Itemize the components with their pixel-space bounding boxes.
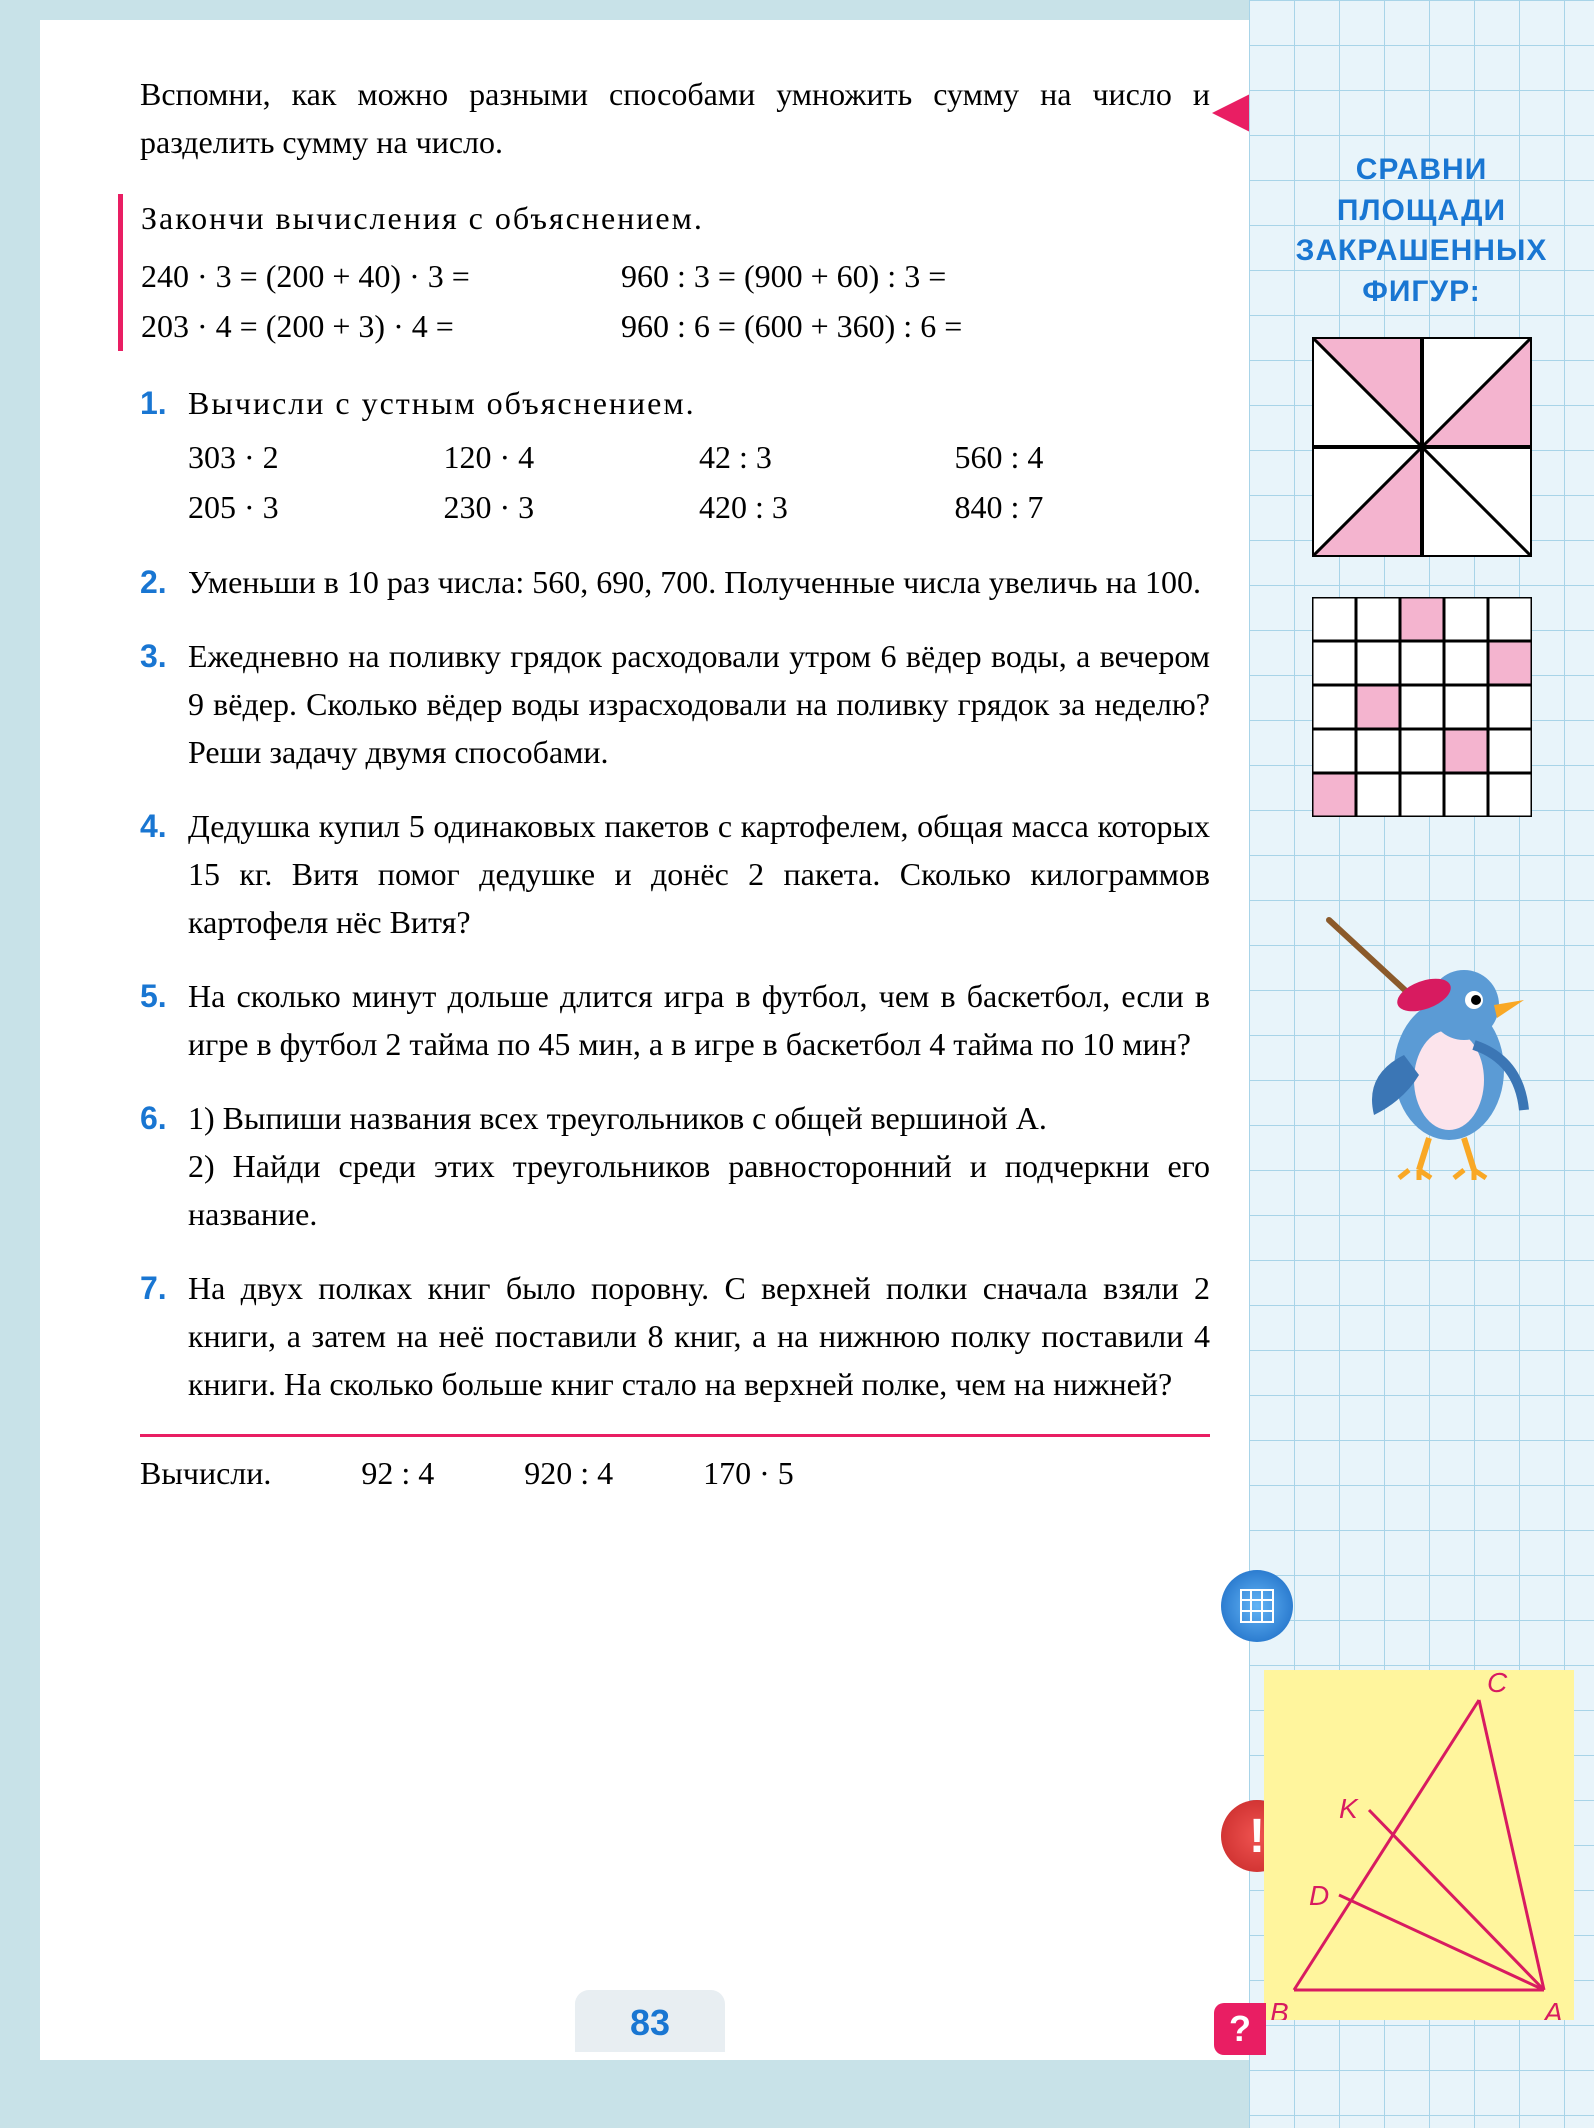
- calc-cell: 42 : 3: [699, 433, 955, 483]
- bird-mascot-icon: [1309, 900, 1559, 1180]
- task-body: Дедушка купил 5 одинаковых пакетов с кар…: [188, 802, 1210, 946]
- instruction: Закончи вычисления с объяснением.: [141, 194, 1210, 242]
- task: 3.Ежедневно на поливку грядок расходовал…: [140, 632, 1210, 776]
- calc-row: 203 · 4 = (200 + 3) · 4 =960 : 6 = (600 …: [141, 302, 1210, 352]
- bottom-exercise: Вычисли. 92 : 4 920 : 4 170 · 5: [140, 1455, 1210, 1492]
- task: 6.1) Выпиши названия всех треугольников …: [140, 1094, 1210, 1238]
- task-number: 1.: [140, 379, 188, 532]
- calc-cell: 120 · 4: [444, 433, 700, 483]
- calc-cell: 230 · 3: [444, 483, 700, 533]
- task-number: 4.: [140, 802, 188, 946]
- task-number: 2.: [140, 558, 188, 606]
- calc-left: 240 · 3 = (200 + 40) · 3 =: [141, 252, 621, 302]
- calc-cell: 303 · 2: [188, 433, 444, 483]
- sidebar-title: СРАВНИ ПЛОЩАДИ ЗАКРАШЕННЫХ ФИГУР:: [1249, 150, 1594, 312]
- task-number: 3.: [140, 632, 188, 776]
- task-number: 7.: [140, 1264, 188, 1408]
- calc-cell: 560 : 4: [955, 433, 1211, 483]
- calc-cell: 420 : 3: [699, 483, 955, 533]
- sidebar-title-line: ЗАКРАШЕННЫХ: [1249, 231, 1594, 272]
- calc-cell: 840 : 7: [955, 483, 1211, 533]
- sidebar-title-line: ФИГУР:: [1249, 272, 1594, 313]
- task-body: Уменьши в 10 раз числа: 560, 690, 700. П…: [188, 558, 1210, 606]
- divider: [140, 1434, 1210, 1437]
- task-body: Ежедневно на поливку грядок расходовали …: [188, 632, 1210, 776]
- task-number: 5.: [140, 972, 188, 1068]
- intro-text: Вспомни, как можно разными способами умн…: [140, 70, 1210, 166]
- task: 4.Дедушка купил 5 одинаковых пакетов с к…: [140, 802, 1210, 946]
- calc-right: 960 : 3 = (900 + 60) : 3 =: [621, 252, 1210, 302]
- svg-text:C: C: [1487, 1670, 1508, 1698]
- task-body: На сколько минут дольше длится игра в фу…: [188, 972, 1210, 1068]
- task: 1.Вычисли с устным объяснением.303 · 212…: [140, 379, 1210, 532]
- question-badge-icon: ?: [1214, 2003, 1266, 2055]
- calc-row: 240 · 3 = (200 + 40) · 3 =960 : 3 = (900…: [141, 252, 1210, 302]
- textbook-page: Вспомни, как можно разными способами умн…: [40, 20, 1260, 2060]
- task: 2.Уменьши в 10 раз числа: 560, 690, 700.…: [140, 558, 1210, 606]
- calc-grid: 303 · 2120 · 442 : 3560 : 4 205 · 3230 · …: [188, 433, 1210, 532]
- sidebar-title-line: СРАВНИ: [1249, 150, 1594, 191]
- page-number: 83: [575, 1990, 725, 2052]
- svg-text:K: K: [1339, 1793, 1359, 1824]
- svg-text:D: D: [1309, 1880, 1329, 1911]
- bottom-item: 170 · 5: [703, 1455, 794, 1492]
- bottom-label: Вычисли.: [140, 1455, 271, 1492]
- figure-2: [1312, 597, 1532, 817]
- sidebar-title-line: ПЛОЩАДИ: [1249, 191, 1594, 232]
- bottom-item: 92 : 4: [361, 1455, 434, 1492]
- task: 5.На сколько минут дольше длится игра в …: [140, 972, 1210, 1068]
- task: 7.На двух полках книг было поровну. С ве…: [140, 1264, 1210, 1408]
- calc-right: 960 : 6 = (600 + 360) : 6 =: [621, 302, 1210, 352]
- svg-text:A: A: [1542, 1997, 1563, 2020]
- svg-text:B: B: [1270, 1997, 1289, 2020]
- calc-cell: 205 · 3: [188, 483, 444, 533]
- task-body: Вычисли с устным объяснением.303 · 2120 …: [188, 379, 1210, 532]
- grid-badge-icon: [1221, 1570, 1293, 1642]
- task-body: 1) Выпиши названия всех треугольников с …: [188, 1094, 1210, 1238]
- triangle-diagram: A B C K D: [1264, 1670, 1574, 2020]
- figure-1: [1312, 337, 1532, 557]
- task-body: На двух полках книг было поровну. С верх…: [188, 1264, 1210, 1408]
- highlighted-block: Закончи вычисления с объяснением. 240 · …: [118, 194, 1210, 351]
- triangle-svg: A B C K D: [1264, 1670, 1574, 2020]
- calc-left: 203 · 4 = (200 + 3) · 4 =: [141, 302, 621, 352]
- task-number: 6.: [140, 1094, 188, 1238]
- bottom-item: 920 : 4: [524, 1455, 613, 1492]
